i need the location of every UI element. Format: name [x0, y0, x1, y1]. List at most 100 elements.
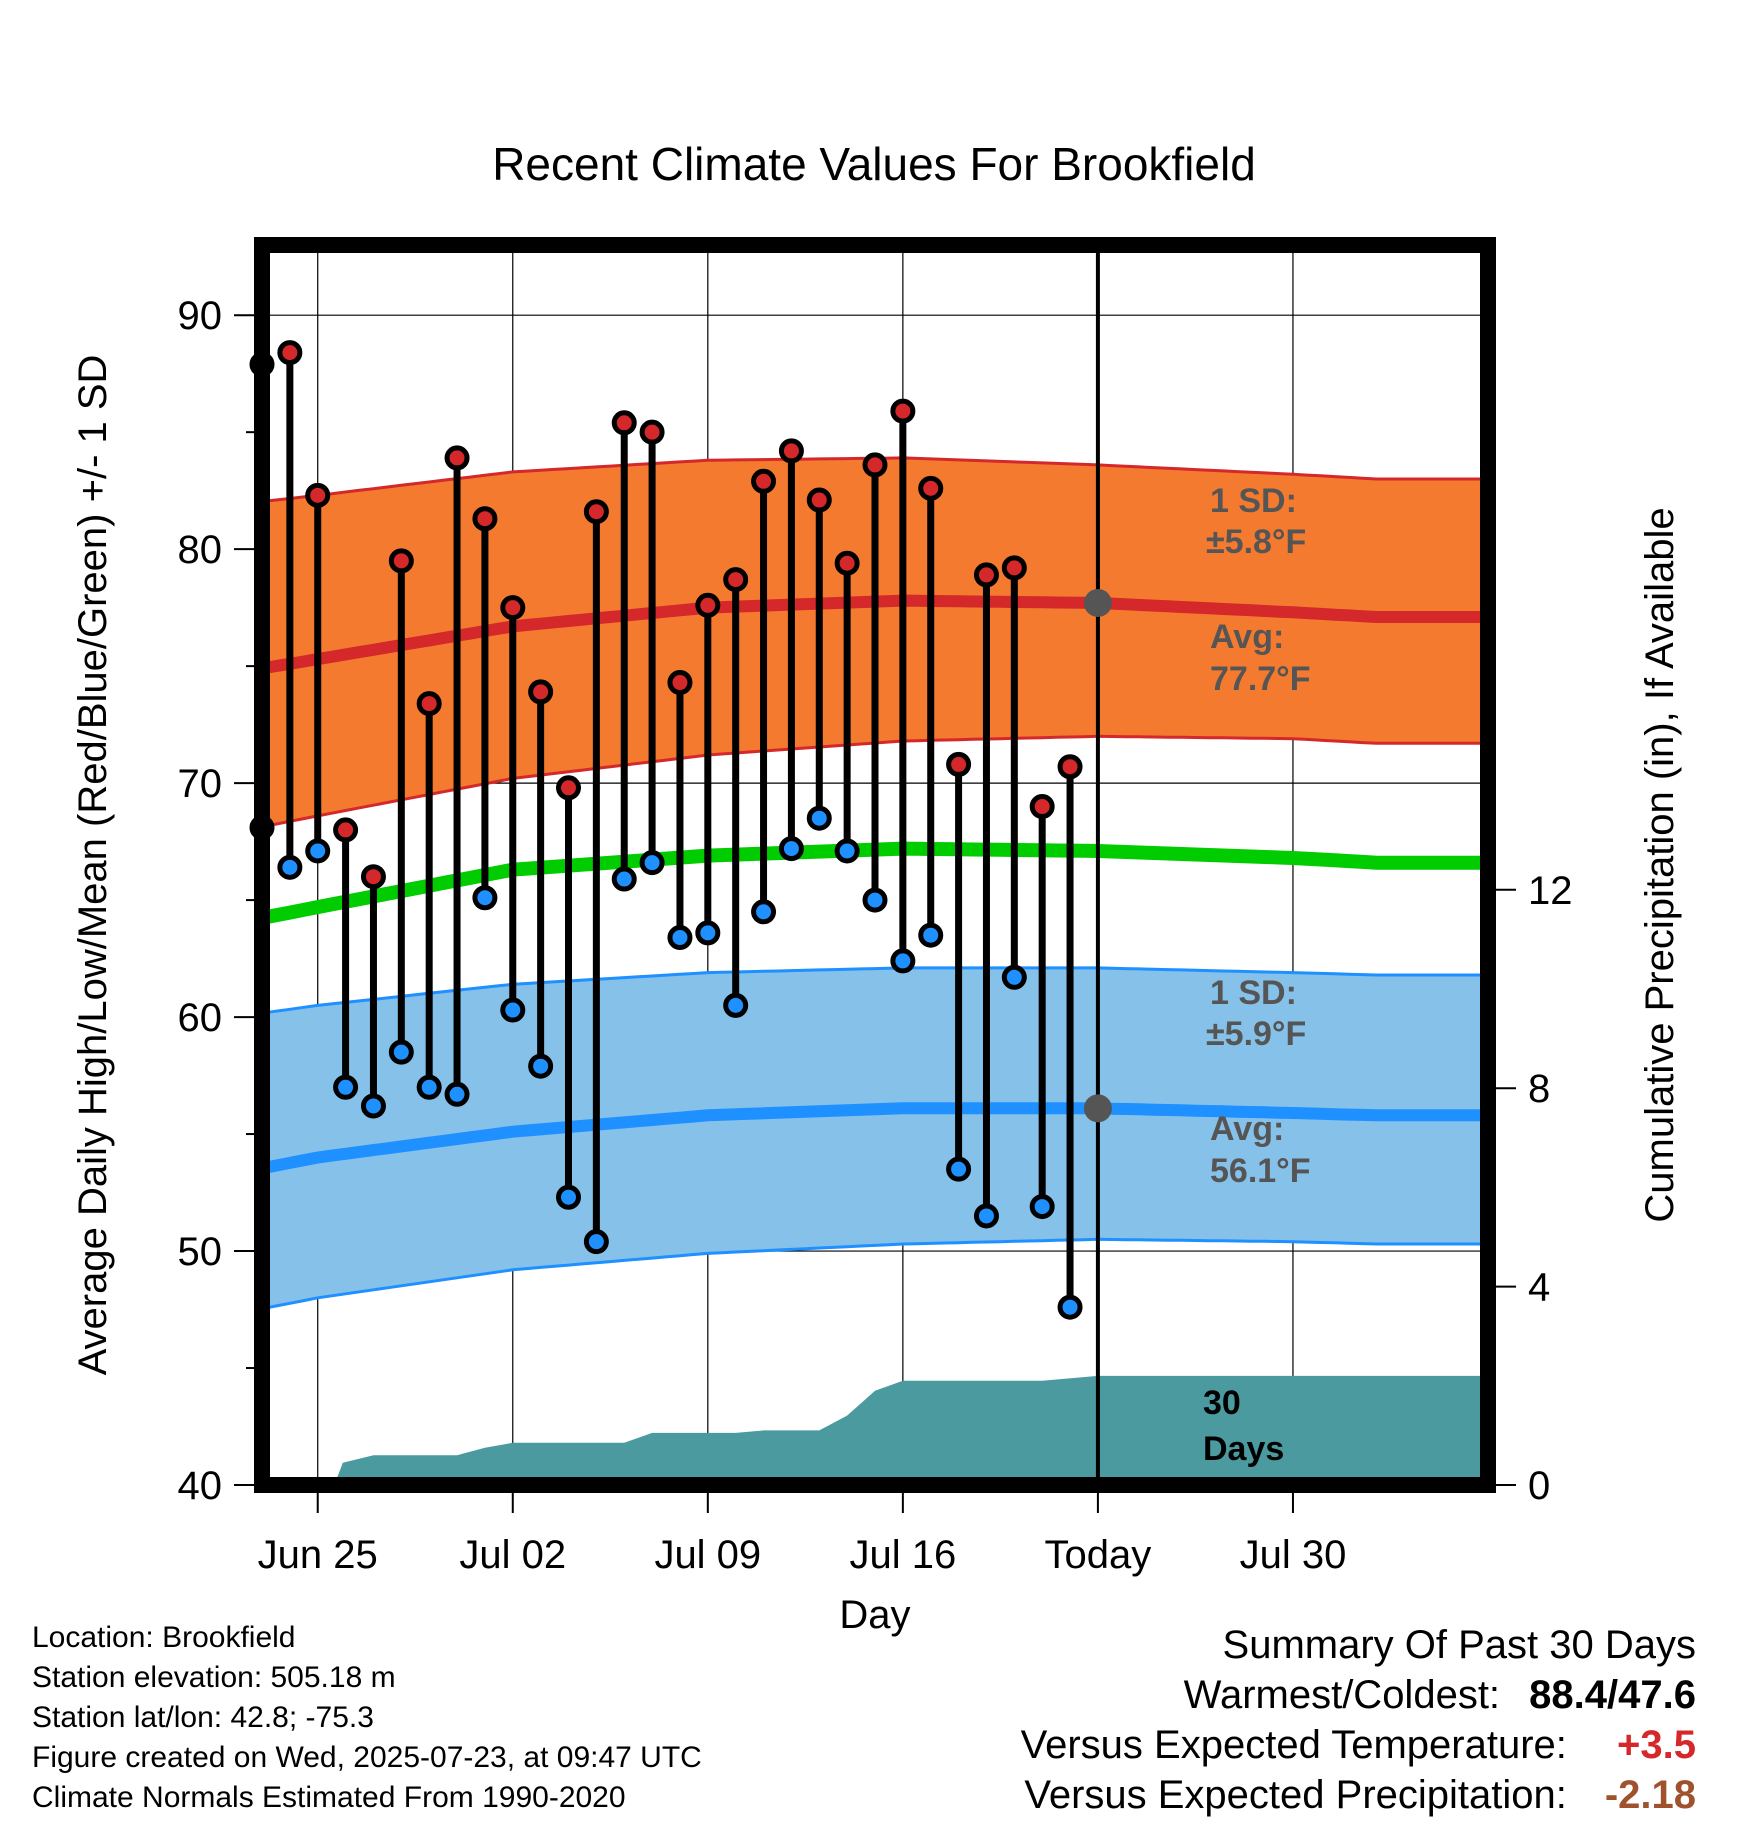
warmest-label: Warmest/Coldest: [1183, 1673, 1501, 1717]
temp-anomaly-value: +3.5 [1617, 1723, 1696, 1767]
daily-low-point [723, 992, 749, 1018]
x-tick-label: Today [1045, 1533, 1152, 1577]
low-sd-label: 1 SD: [1210, 974, 1297, 1012]
daily-high-point [528, 679, 554, 705]
y2-axis-label: Cumulative Precipitation (in), If Availa… [1638, 507, 1682, 1222]
daily-high-point [1057, 754, 1083, 780]
daily-low-point [862, 887, 888, 913]
daily-high-point [360, 864, 386, 890]
summary-title: Summary Of Past 30 Days [1222, 1623, 1696, 1667]
today-line-layer [1083, 245, 1112, 1485]
y2-tick-label: 12 [1528, 869, 1573, 913]
daily-low-point [1001, 964, 1027, 990]
daily-low-point [890, 948, 916, 974]
daily-low-point [556, 1184, 581, 1210]
x-tick-label: Jul 30 [1240, 1533, 1347, 1577]
x-tick-label: Jul 16 [849, 1533, 956, 1577]
high-sd-label: 1 SD: [1210, 482, 1297, 520]
y2-tick-label: 8 [1528, 1067, 1550, 1111]
plot-frame [254, 237, 1496, 1493]
daily-high-point [973, 562, 999, 588]
daily-low-point [1057, 1294, 1083, 1320]
daily-high-point [862, 452, 888, 478]
low-sd-band-upper-edge [261, 966, 1488, 1015]
precip-area [262, 1375, 1488, 1485]
daily-high-point [416, 691, 442, 717]
daily-low-point [472, 885, 498, 911]
x-axis: Jun 25 Jul 02 Jul 09 Jul 16 Today Jul 30 [258, 1485, 1347, 1577]
daily-high-point [444, 445, 470, 471]
high-sd-value: ±5.8°F [1206, 523, 1306, 561]
normal-low-line [260, 1102, 1488, 1175]
precip-anomaly-value: -2.18 [1604, 1773, 1696, 1817]
daily-high-point [583, 499, 609, 525]
station-location: Location: Brookfield [32, 1621, 296, 1654]
low-sd-band-lower-edge [261, 1237, 1488, 1311]
daily-high-point [723, 567, 749, 593]
daily-low-point [695, 920, 721, 946]
daily-high-point [1001, 555, 1027, 581]
daily-low-point [1029, 1194, 1055, 1220]
station-elevation: Station elevation: 505.18 m [32, 1661, 396, 1694]
daily-low-point [416, 1074, 442, 1100]
y-tick-label: 80 [178, 528, 223, 572]
daily-low-point [639, 850, 665, 876]
daily-low-point [305, 838, 331, 864]
temp-anomaly-label: Versus Expected Temperature: [1020, 1723, 1567, 1767]
daily-high-point [556, 775, 581, 801]
daily-low-point [751, 899, 777, 925]
daily-low-point [388, 1039, 414, 1065]
daily-high-point [472, 506, 498, 532]
x-tick-label: Jun 25 [258, 1533, 378, 1577]
daily-low-point [444, 1081, 470, 1107]
today-high-normal-marker [1083, 588, 1112, 617]
y-axis-label: Average Daily High/Low/Mean (Red/Blue/Gr… [71, 355, 115, 1376]
daily-low-point [778, 836, 804, 862]
days-label-count: 30 [1203, 1384, 1241, 1422]
x-tick-label: Jul 09 [654, 1533, 761, 1577]
y2-tick-label: 4 [1528, 1266, 1550, 1310]
y-tick-label: 40 [178, 1464, 223, 1508]
daily-low-point [806, 805, 832, 831]
daily-high-point [667, 670, 693, 696]
daily-low-point [834, 838, 860, 864]
daily-low-point [946, 1156, 972, 1182]
y-tick-label: 50 [178, 1230, 223, 1274]
low-avg-value: 56.1°F [1210, 1152, 1311, 1190]
y-tick-label: 60 [178, 996, 223, 1040]
low-avg-label: Avg: [1210, 1110, 1284, 1148]
precip-area-layer [262, 1375, 1488, 1485]
daily-high-point [695, 592, 721, 618]
daily-low-point [277, 854, 303, 880]
station-latlon: Station lat/lon: 42.8; -75.3 [32, 1701, 374, 1734]
daily-high-point [277, 340, 303, 366]
daily-high-point [890, 398, 916, 424]
today-low-normal-marker [1083, 1094, 1112, 1123]
annotations: 1 SD: ±5.8°F Avg: 77.7°F 1 SD: ±5.9°F Av… [1203, 482, 1311, 1468]
daily-low-point [973, 1203, 999, 1229]
daily-high-point [305, 482, 331, 508]
y-tick-label: 70 [178, 762, 223, 806]
chart-title: Recent Climate Values For Brookfield [492, 138, 1256, 190]
y2-tick-label: 0 [1528, 1464, 1550, 1508]
x-tick-label: Jul 02 [459, 1533, 566, 1577]
daily-high-point [611, 410, 637, 436]
summary-temp-row: Versus Expected Temperature: +3.5 [1021, 1720, 1696, 1770]
daily-high-point [333, 817, 359, 843]
daily-high-point [639, 419, 665, 445]
climate-normals-note: Climate Normals Estimated From 1990-2020 [32, 1781, 626, 1814]
y-tick-label: 90 [178, 294, 223, 338]
daily-low-point [583, 1229, 609, 1255]
daily-low-point [528, 1053, 554, 1079]
warmest-value: 88.4/47.6 [1529, 1673, 1696, 1717]
summary-panel: Summary Of Past 30 Days Warmest/Coldest:… [1021, 1620, 1696, 1820]
precip-anomaly-label: Versus Expected Precipitation: [1024, 1773, 1567, 1817]
summary-warmest-row: Warmest/Coldest: 88.4/47.6 [1021, 1670, 1696, 1720]
daily-low-point [333, 1074, 359, 1100]
right-y-axis: 0 4 8 12 [1488, 869, 1573, 1508]
daily-low-point [611, 866, 637, 892]
left-y-axis: 40 50 60 70 80 90 [178, 294, 262, 1508]
daily-low-point [918, 922, 944, 948]
daily-high-point [751, 468, 777, 494]
